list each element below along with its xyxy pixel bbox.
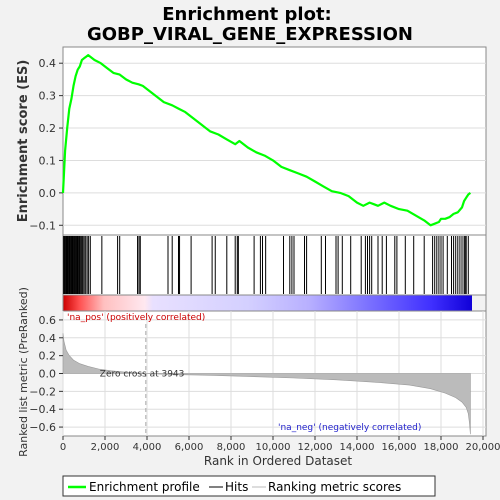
metric-x-tick-label: 4,000 [133,442,162,453]
legend-enrichment-label: Enrichment profile [89,480,200,494]
es-y-tick-label: 0.2 [39,122,57,135]
metric-y-tick-label: −0.4 [29,403,56,416]
metric-x-tick-label: 20,000 [466,442,500,453]
metric-y-tick-label: −0.6 [29,421,56,434]
es-y-axis: −0.1 0.0 0.1 0.2 0.3 0.4 [29,57,63,232]
rank-colorbar [63,295,472,311]
negative-correlation-label: 'na_neg' (negatively correlated) [278,423,421,433]
es-y-axis-label: Enrichment score (ES) [16,60,31,223]
metric-x-tick-label: 0 [60,442,66,453]
metric-x-tick-label: 14,000 [340,442,375,453]
legend-metric-label: Ranking metric scores [268,480,401,494]
es-y-tick-label: 0.4 [39,57,57,70]
es-y-tick-label: 0.0 [39,187,57,200]
metric-y-tick-label: 0.4 [39,332,57,345]
metric-y-axis: −0.6 −0.4 −0.2 0.0 0.2 0.4 0.6 [29,314,63,434]
metric-x-axis: 0 2,000 4,000 6,000 8,000 10,000 12,000 14,000 1… [60,436,500,453]
metric-x-tick-label: 10,000 [256,442,291,453]
es-y-tick-label: 0.1 [39,154,57,167]
es-y-tick-label: 0.3 [39,90,57,103]
metric-y-tick-label: 0.6 [39,314,57,327]
chart-title-line2: GOBP_VIRAL_GENE_EXPRESSION [87,24,413,45]
es-y-tick-label: −0.1 [29,219,56,232]
metric-x-tick-label: 8,000 [217,442,246,453]
metric-y-tick-label: 0.2 [39,350,57,363]
metric-x-tick-label: 12,000 [298,442,333,453]
positive-correlation-label: 'na_pos' (positively correlated) [67,313,205,323]
legend-hits-label: Hits [225,480,248,494]
chart-title-line1: Enrichment plot: [162,4,332,25]
metric-x-tick-label: 18,000 [424,442,459,453]
metric-x-tick-label: 2,000 [91,442,120,453]
metric-x-axis-label: Rank in Ordered Dataset [204,454,352,468]
hits-panel-frame [63,235,486,295]
metric-y-axis-label: Ranked list metric (PreRanked) [17,287,30,457]
zero-cross-label: Zero cross at 3943 [100,370,185,380]
metric-x-tick-label: 16,000 [382,442,417,453]
es-panel-frame [63,47,486,235]
metric-y-tick-label: −0.2 [29,385,56,398]
metric-y-tick-label: 0.0 [39,368,57,381]
metric-x-tick-label: 6,000 [175,442,204,453]
